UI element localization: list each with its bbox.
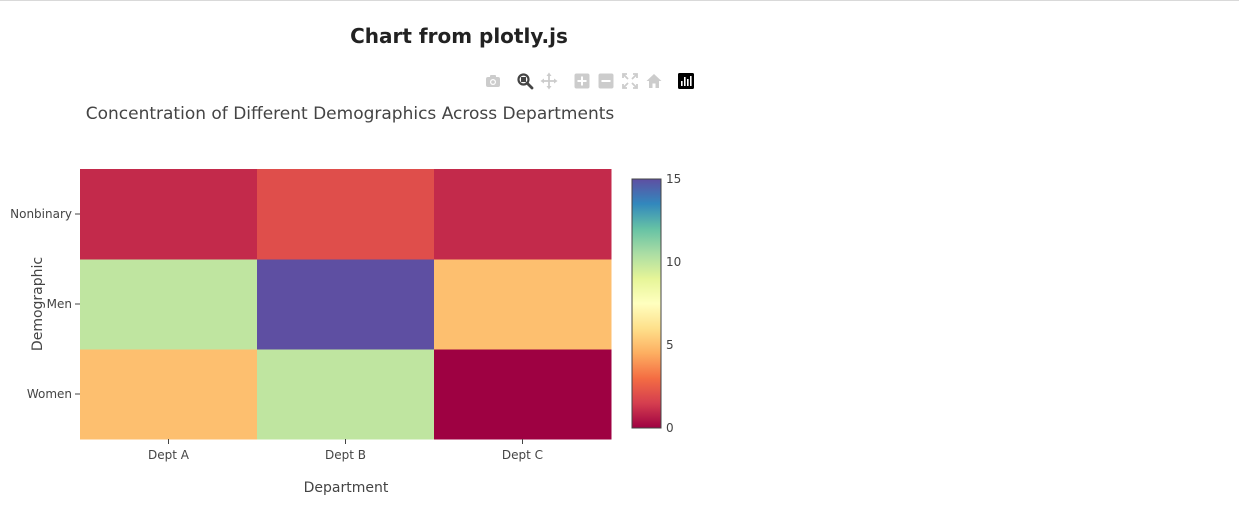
zoom-icon[interactable] xyxy=(516,72,534,90)
home-icon[interactable] xyxy=(645,72,663,90)
colorbar xyxy=(631,178,662,429)
colorbar-tick-label: 15 xyxy=(666,172,681,186)
page-title: Chart from plotly.js xyxy=(350,24,568,48)
heatmap-cell-nonbinary-dept-a[interactable] xyxy=(80,169,258,260)
heatmap-cell-women-dept-a[interactable] xyxy=(80,349,258,440)
heatmap-cell-men-dept-c[interactable] xyxy=(434,259,612,350)
y-tick-label: Women xyxy=(27,387,72,401)
x-tick-label: Dept B xyxy=(325,448,366,462)
plotly-logo-icon[interactable] xyxy=(677,72,695,90)
colorbar-tick-label: 10 xyxy=(666,255,681,269)
chart-title: Concentration of Different Demographics … xyxy=(86,104,615,124)
heatmap-chart[interactable]: Concentration of Different Demographics … xyxy=(0,95,720,515)
top-divider xyxy=(0,0,1239,1)
y-axis-title: Demographic xyxy=(30,257,46,351)
heatmap-cell-women-dept-b[interactable] xyxy=(257,349,435,440)
colorbar-tick-label: 0 xyxy=(666,421,674,435)
y-tick-label: Nonbinary xyxy=(10,207,72,221)
heatmap-cell-nonbinary-dept-b[interactable] xyxy=(257,169,435,260)
y-tick-label: Men xyxy=(47,297,72,311)
heatmap-cell-nonbinary-dept-c[interactable] xyxy=(434,169,612,260)
x-axis-title: Department xyxy=(304,480,389,496)
x-tick-label: Dept A xyxy=(148,448,190,462)
zoom-in-icon[interactable] xyxy=(573,72,591,90)
x-tick-label: Dept C xyxy=(502,448,543,462)
heatmap-cell-men-dept-a[interactable] xyxy=(80,259,258,350)
pan-icon[interactable] xyxy=(540,72,558,90)
heatmap-cell-men-dept-b[interactable] xyxy=(257,259,435,350)
zoom-out-icon[interactable] xyxy=(597,72,615,90)
heatmap-cell-women-dept-c[interactable] xyxy=(434,349,612,440)
colorbar-tick-label: 5 xyxy=(666,338,674,352)
camera-icon[interactable] xyxy=(484,72,502,90)
autoscale-icon[interactable] xyxy=(621,72,639,90)
